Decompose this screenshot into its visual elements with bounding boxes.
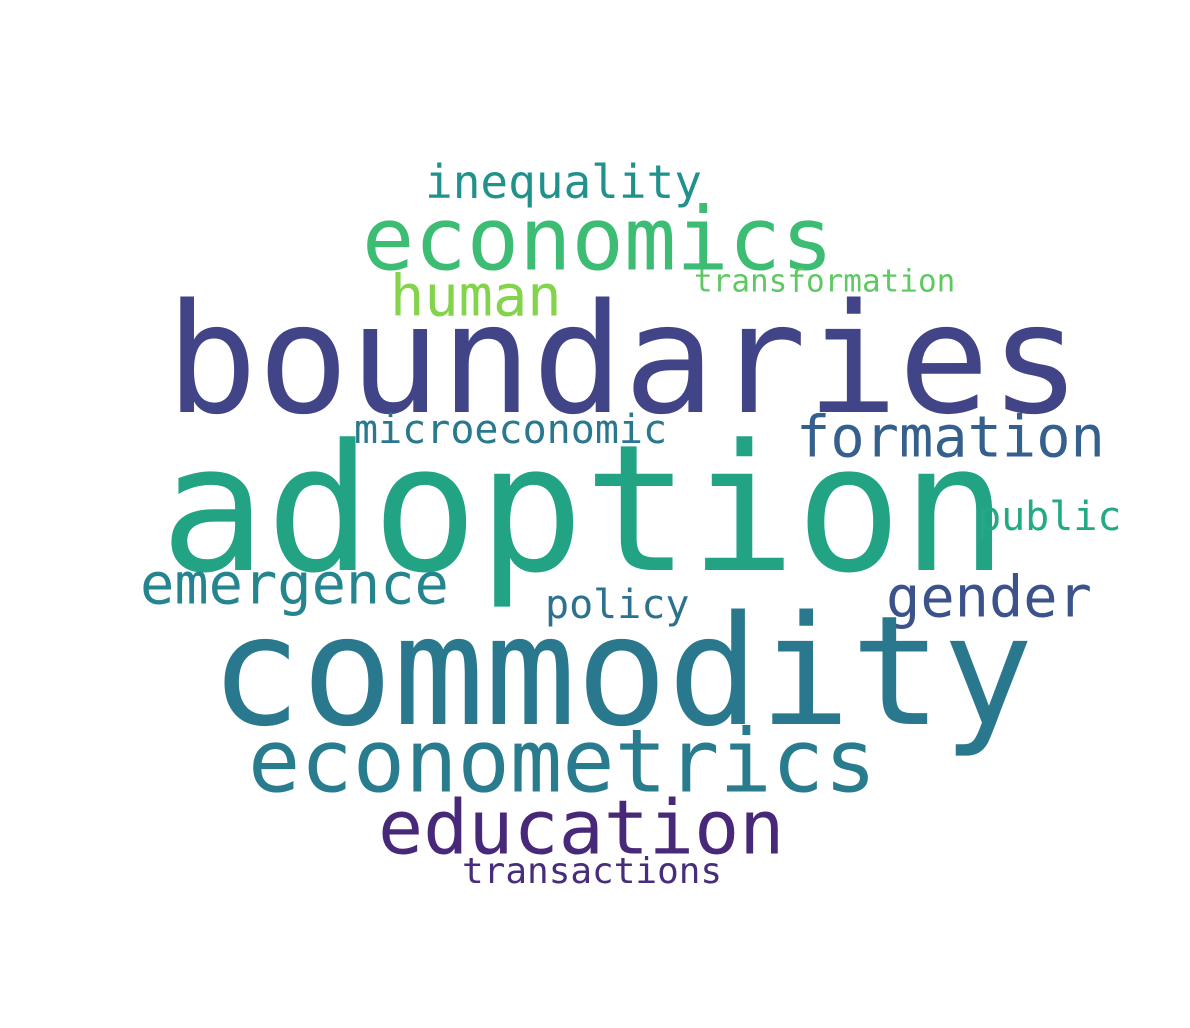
word-gender: gender (886, 564, 1092, 631)
word-education: education (378, 783, 785, 872)
word-transformation: transformation (694, 263, 956, 300)
word-commodity: commodity (210, 583, 1034, 760)
word-boundaries: boundaries (166, 271, 1082, 448)
word-adoption: adoption (160, 407, 1008, 612)
word-formation: formation (796, 404, 1105, 471)
word-microeconomic: microeconomic (354, 407, 668, 453)
word-policy: policy (545, 582, 690, 628)
word-inequality: inequality (425, 155, 702, 209)
word-public: public (977, 494, 1122, 540)
word-transactions: transactions (462, 851, 723, 892)
word-emergence: emergence (140, 551, 449, 618)
word-econometrics: econometrics (248, 710, 877, 813)
word-economics: economics (362, 188, 834, 291)
word-human: human (390, 263, 562, 330)
